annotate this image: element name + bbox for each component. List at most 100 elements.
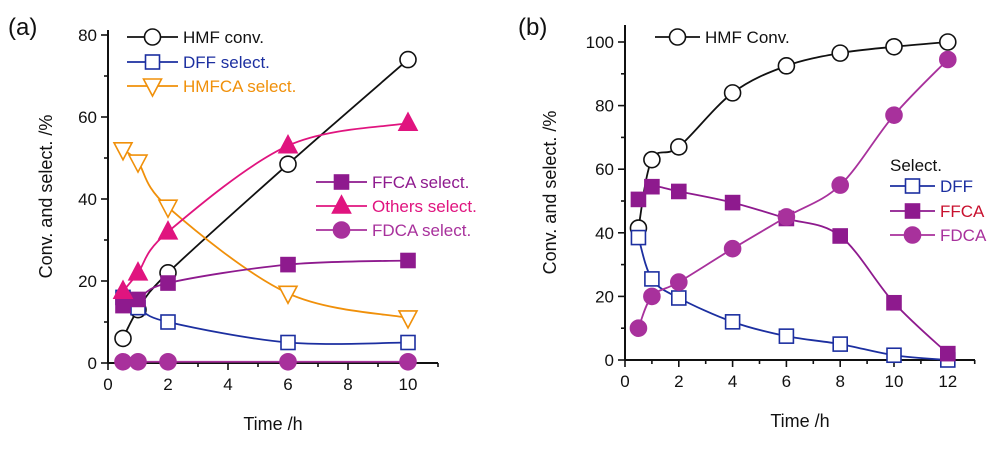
series-hmf-conv — [629, 33, 957, 237]
legend-title: Select. — [890, 156, 942, 175]
x-axis-label: Time /h — [770, 411, 829, 431]
legend-entry: FFCA select. — [316, 173, 469, 192]
panel-label: (b) — [518, 14, 547, 41]
data-point — [115, 297, 131, 314]
data-point — [397, 111, 419, 131]
legend-marker — [332, 221, 351, 239]
series-others-select — [112, 111, 419, 300]
data-point — [157, 220, 179, 240]
data-point — [669, 138, 688, 156]
x-tick-label: 0 — [620, 372, 629, 391]
y-axis-label: Conv. and select. /% — [540, 111, 560, 275]
y-tick-label: 80 — [78, 26, 97, 45]
data-point — [831, 176, 850, 194]
data-point — [280, 334, 296, 351]
y-tick-label: 80 — [595, 97, 614, 116]
series-fdca-select — [114, 352, 417, 371]
data-point — [629, 319, 648, 338]
legend-entry: DFF select. — [127, 53, 270, 72]
data-point — [938, 50, 957, 69]
legend-marker — [333, 174, 350, 190]
y-tick-label: 40 — [595, 224, 614, 243]
x-tick-label: 6 — [283, 375, 292, 394]
data-point — [279, 155, 297, 173]
data-point — [399, 50, 417, 69]
data-point — [643, 287, 661, 306]
legend-entry: DFF — [890, 177, 973, 196]
legend-marker — [903, 226, 922, 244]
data-point — [832, 228, 849, 244]
panel-a: (a) 0 2 4 6 8 10 0 20 40 60 80 Time /h Conv. and sele… — [8, 14, 477, 434]
data-point — [129, 352, 147, 371]
legend-marker — [143, 28, 162, 46]
series-dff — [630, 229, 956, 368]
y-tick-label: 60 — [78, 108, 97, 127]
x-tick-label: 6 — [782, 372, 791, 391]
legend-label: Others select. — [372, 197, 477, 216]
x-tick-label: 2 — [163, 375, 172, 394]
data-point — [280, 256, 296, 273]
data-point — [114, 352, 132, 371]
data-point — [277, 285, 299, 306]
x-axis-label: Time /h — [243, 414, 302, 434]
x-tick-label: 4 — [728, 372, 737, 391]
data-point — [157, 199, 179, 219]
y-tick-label: 0 — [88, 354, 97, 373]
y-tick-label: 60 — [595, 160, 614, 179]
y-tick-label: 20 — [595, 287, 614, 306]
legend-label: DFF select. — [183, 53, 270, 72]
x-tick-label: 8 — [835, 372, 844, 391]
series-ffca-select — [115, 252, 416, 314]
data-point — [777, 208, 796, 226]
data-point — [885, 106, 903, 124]
legend-marker — [142, 78, 163, 98]
data-point — [724, 314, 741, 330]
series-line — [122, 58, 409, 339]
data-point — [400, 252, 416, 269]
data-point — [939, 345, 956, 362]
legend-label: FDCA — [940, 226, 987, 245]
x-tick-label: 2 — [674, 372, 683, 391]
legend-label: DFF — [940, 177, 973, 196]
legend-entry: HMF Conv. — [655, 28, 790, 47]
data-point — [832, 336, 849, 352]
data-point — [130, 291, 146, 308]
data-point — [723, 239, 742, 258]
data-point — [777, 57, 796, 75]
data-point — [885, 37, 903, 56]
panel-label: (a) — [8, 14, 37, 41]
data-point — [831, 44, 850, 62]
x-tick-label: 10 — [885, 372, 904, 391]
legend-marker — [331, 194, 352, 214]
data-point — [670, 183, 687, 200]
data-point — [938, 33, 957, 51]
x-tick-label: 10 — [399, 375, 418, 394]
data-point — [670, 290, 687, 306]
series-hmfca-select — [112, 142, 419, 330]
legend-entry: FDCA select. — [316, 221, 471, 240]
data-point — [669, 273, 688, 291]
legend-marker — [144, 54, 161, 70]
data-point — [114, 329, 132, 348]
data-point — [112, 142, 134, 162]
data-point — [127, 154, 149, 174]
data-point — [643, 150, 661, 169]
y-tick-label: 20 — [78, 272, 97, 291]
y-axis-label: Conv. and select. /% — [36, 115, 56, 279]
data-point — [724, 194, 741, 211]
x-tick-label: 4 — [223, 375, 232, 394]
legend-label: HMF conv. — [183, 28, 264, 47]
legend-label: FDCA select. — [372, 221, 471, 240]
data-point — [127, 261, 149, 281]
legend-entry: FDCA — [890, 226, 987, 245]
legend-entry: HMF conv. — [127, 28, 264, 47]
legend-label: HMFCA select. — [183, 77, 296, 96]
data-point — [279, 352, 297, 371]
legend-marker — [904, 178, 921, 194]
legend-marker — [668, 28, 687, 46]
legend-label: HMF Conv. — [705, 28, 790, 47]
data-point — [886, 347, 902, 364]
data-point — [397, 310, 419, 330]
panel-b: (b) 0 2 4 6 8 10 12 0 20 40 60 80 100 Time /h Conv. and… — [518, 14, 987, 431]
